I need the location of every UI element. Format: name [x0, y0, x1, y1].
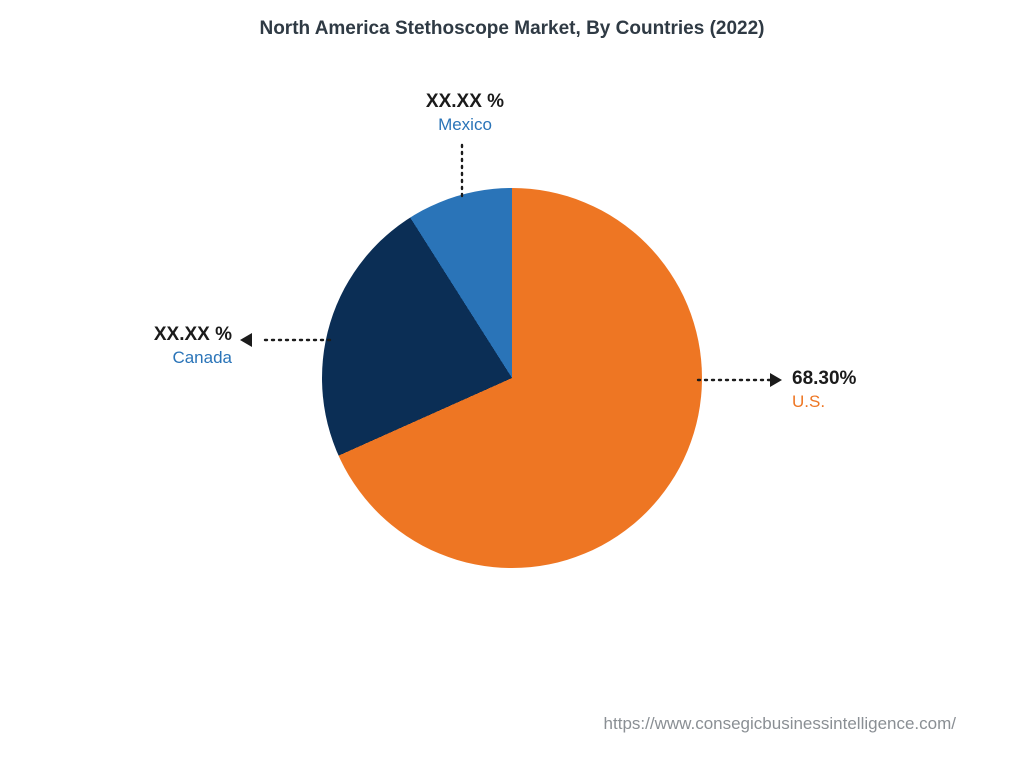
value-canada: XX.XX %: [154, 324, 232, 345]
arrowhead-canada: [240, 333, 252, 347]
pie-disc: [322, 188, 702, 568]
arrowhead-us: [770, 373, 782, 387]
name-canada: Canada: [152, 347, 232, 368]
chart-container: { "chart": { "type": "pie", "title": "No…: [0, 0, 1024, 768]
value-us: 68.30%: [792, 368, 856, 389]
label-canada: XX.XX % Canada: [152, 323, 232, 368]
label-mexico: XX.XX % Mexico: [400, 90, 530, 135]
name-mexico: Mexico: [400, 114, 530, 135]
footer-url: https://www.consegicbusinessintelligence…: [604, 714, 956, 734]
pie-chart: [322, 188, 702, 568]
chart-title: North America Stethoscope Market, By Cou…: [0, 18, 1024, 40]
name-us: U.S.: [792, 391, 856, 412]
label-us: 68.30% U.S.: [792, 367, 856, 412]
value-mexico: XX.XX %: [426, 91, 504, 112]
